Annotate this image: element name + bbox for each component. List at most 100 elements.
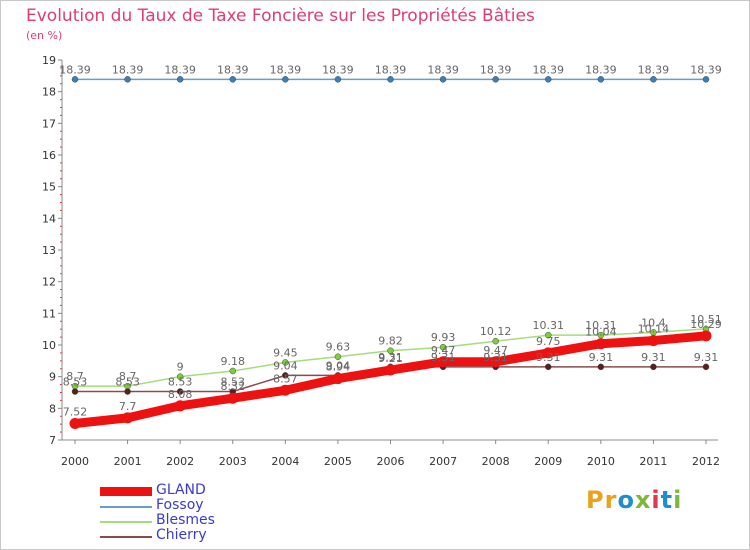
point-chierry [71, 388, 79, 395]
point-fossoy [176, 76, 184, 83]
point-gland [490, 356, 502, 368]
data-label-gland: 9.75 [536, 335, 561, 348]
point-chierry [124, 388, 131, 395]
data-label-gland: 7.52 [63, 406, 88, 419]
x-tick-label: 2004 [271, 455, 299, 468]
data-label-fossoy: 18.39 [112, 63, 144, 76]
data-label-gland: 10.29 [690, 318, 722, 331]
logo-letter: P [586, 486, 605, 514]
data-label-fossoy: 18.39 [164, 63, 196, 76]
data-label-gland: 10.14 [638, 323, 670, 336]
point-fossoy [545, 76, 552, 83]
x-tick-label: 2000 [61, 455, 89, 468]
data-label-fossoy: 18.39 [585, 63, 617, 76]
data-label-gland: 7.7 [119, 400, 137, 413]
point-gland [647, 335, 659, 347]
y-tick-label: 17 [42, 117, 56, 130]
legend-swatch [100, 487, 152, 496]
point-blesmes [545, 331, 552, 339]
data-label-fossoy: 18.39 [638, 63, 670, 76]
point-chierry [176, 388, 184, 395]
point-blesmes [492, 337, 499, 345]
point-blesmes [597, 331, 605, 339]
data-label-fossoy: 18.39 [690, 63, 722, 76]
point-fossoy [282, 76, 289, 83]
point-fossoy [124, 76, 131, 83]
legend-label: Fossoy [156, 497, 204, 513]
data-label-blesmes: 9.93 [431, 331, 456, 344]
point-chierry [597, 363, 605, 371]
data-label-blesmes: 9.45 [273, 346, 298, 359]
data-label-chierry: 9.31 [641, 351, 666, 364]
x-tick-label: 2011 [639, 455, 667, 468]
point-fossoy [702, 76, 710, 83]
point-blesmes [387, 347, 394, 354]
x-tick-label: 2003 [219, 455, 247, 468]
legend-label: GLAND [156, 482, 206, 498]
data-label-fossoy: 18.39 [217, 63, 249, 76]
point-blesmes [334, 353, 342, 360]
y-tick-label: 12 [42, 276, 56, 289]
point-fossoy [387, 76, 394, 83]
x-tick-label: 2010 [587, 455, 615, 468]
point-gland [174, 400, 186, 412]
y-tick-label: 14 [42, 212, 56, 225]
legend-swatch [100, 536, 152, 538]
point-fossoy [334, 76, 342, 83]
data-label-blesmes: 10.12 [480, 325, 512, 338]
legend-swatch [100, 506, 152, 508]
y-tick-label: 11 [42, 307, 56, 320]
proxiti-logo: Proxiti [586, 486, 682, 514]
x-tick-label: 2008 [482, 455, 510, 468]
y-tick-label: 18 [42, 86, 56, 99]
point-gland [227, 392, 239, 404]
data-label-fossoy: 18.39 [270, 63, 302, 76]
data-label-blesmes: 10.31 [533, 319, 565, 332]
point-fossoy [492, 76, 499, 83]
chart-title: Evolution du Taux de Taxe Foncière sur l… [26, 6, 535, 26]
data-label-chierry: 8.53 [168, 376, 193, 389]
point-blesmes [439, 343, 447, 351]
data-label-fossoy: 18.39 [533, 63, 565, 76]
data-label-chierry: 9.31 [483, 351, 508, 364]
data-label-gland: 8.08 [168, 388, 193, 401]
data-label-gland: 9.47 [483, 344, 508, 357]
logo-letter: x [634, 486, 652, 514]
point-blesmes [229, 367, 236, 375]
data-label-chierry: 9.31 [694, 351, 719, 364]
y-tick-label: 8 [49, 402, 56, 415]
x-tick-label: 2009 [534, 455, 562, 468]
data-label-blesmes: 9.18 [221, 355, 246, 368]
point-gland [385, 364, 396, 376]
x-tick-label: 2012 [692, 455, 720, 468]
x-tick-label: 2006 [377, 455, 405, 468]
y-tick-label: 9 [49, 371, 56, 384]
y-tick-label: 16 [42, 149, 56, 162]
y-tick-label: 7 [49, 434, 56, 447]
data-label-fossoy: 18.39 [322, 63, 354, 76]
point-chierry [650, 363, 657, 371]
data-label-chierry: 9.04 [326, 359, 351, 372]
series-layer [69, 76, 712, 430]
point-gland [69, 418, 81, 430]
legend-label: Chierry [156, 527, 207, 543]
y-tick-label: 13 [42, 244, 56, 257]
logo-letter: o [617, 486, 635, 514]
point-fossoy [650, 76, 657, 83]
point-gland [595, 338, 607, 350]
data-label-blesmes: 9 [177, 361, 184, 374]
data-label-gland: 9.47 [431, 344, 456, 357]
data-label-blesmes: 8.7 [66, 370, 84, 383]
data-label-gland: 8.94 [326, 361, 351, 374]
data-label-fossoy: 18.39 [375, 63, 407, 76]
y-tick-label: 19 [42, 54, 56, 67]
point-gland [332, 373, 344, 385]
data-label-chierry: 9.31 [431, 351, 456, 364]
x-tick-label: 2002 [166, 455, 194, 468]
x-tick-label: 2001 [114, 455, 142, 468]
data-label-blesmes: 8.7 [119, 370, 137, 383]
point-fossoy [439, 76, 447, 83]
point-blesmes [176, 373, 184, 380]
